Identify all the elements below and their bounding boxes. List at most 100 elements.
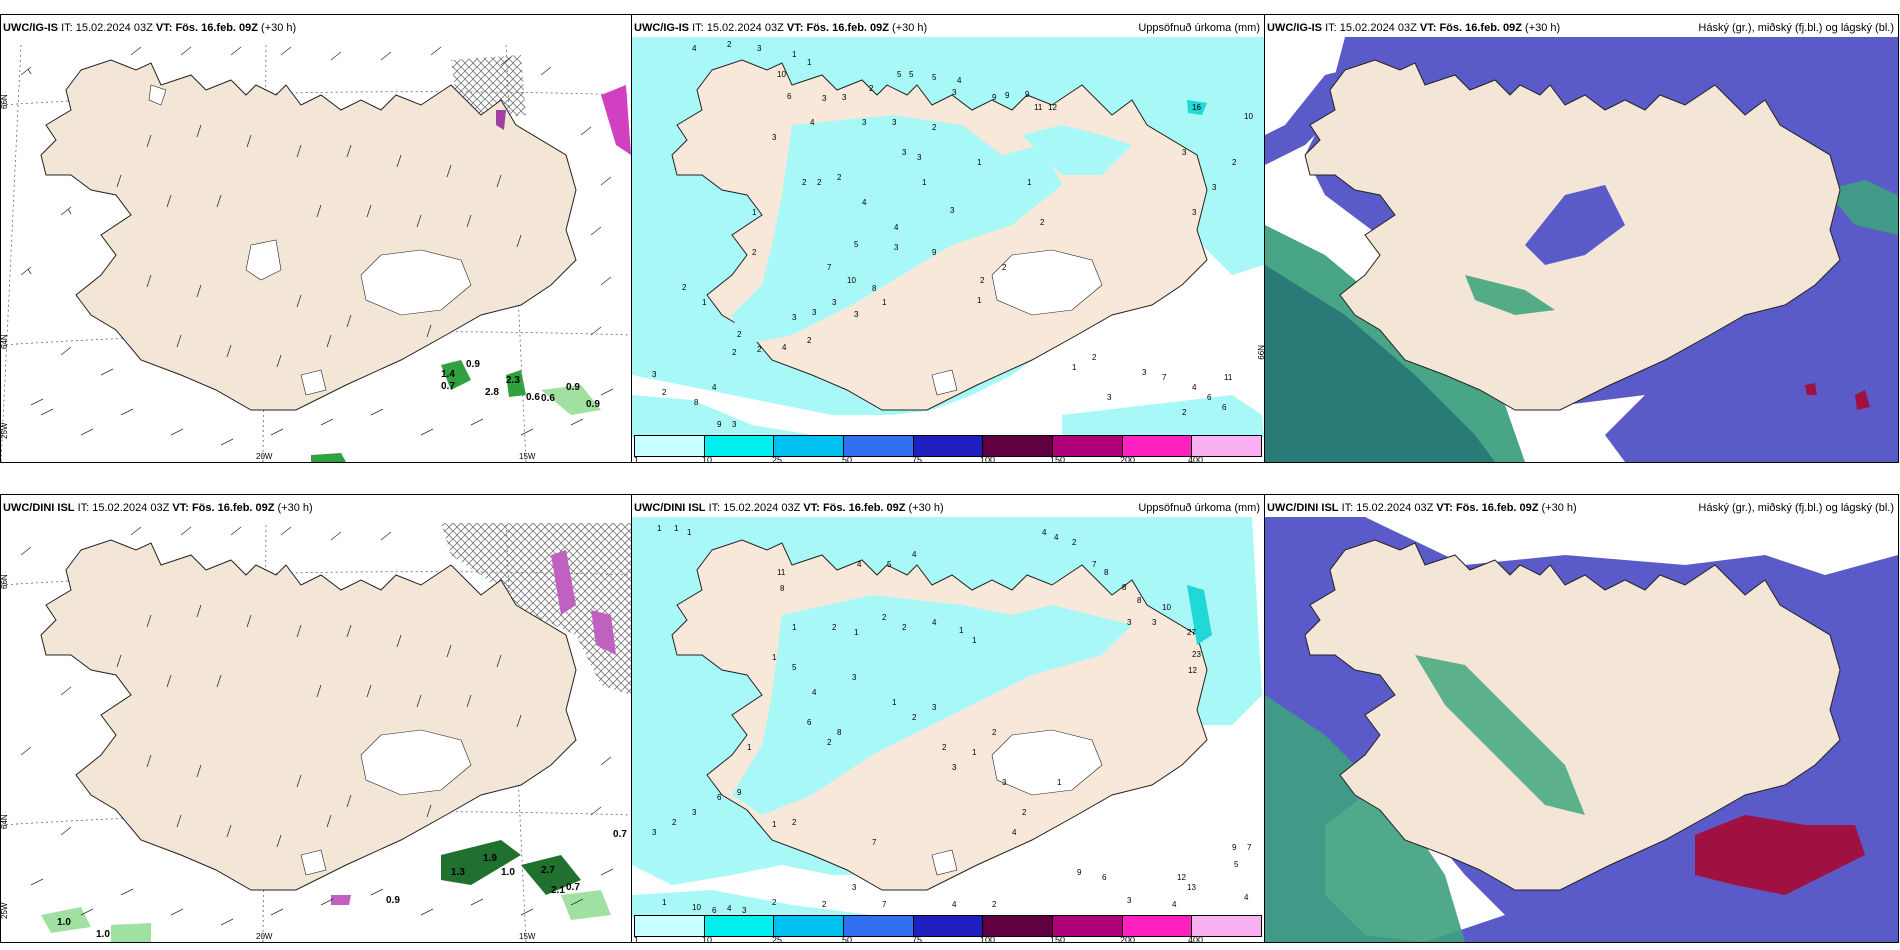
precip-value: 8 [1137, 596, 1142, 605]
it-value: 15.02.2024 03Z [75, 22, 153, 34]
colorbar-seg-8 [1122, 916, 1193, 936]
precip-value: 8 [780, 584, 785, 593]
precip-value: 3 [854, 310, 859, 319]
colorbar-seg-5 [913, 916, 984, 936]
precip-value: 1 [854, 628, 859, 637]
precip-value: 4 [1042, 528, 1047, 537]
panel-header: UWC/IG-IS IT: 15.02.2024 03Z VT: Fös. 16… [3, 21, 296, 35]
value-label: 0.9 [466, 359, 480, 370]
precip-value: 4 [727, 904, 732, 913]
colorbar-seg-6 [983, 436, 1054, 456]
it-value: 15.02.2024 03Z [723, 502, 801, 514]
colorbar-label: 50 [842, 935, 853, 943]
precip-value: 3 [1152, 618, 1157, 627]
precip-value: 6 [717, 793, 722, 802]
it-label: IT: [1325, 22, 1337, 34]
precip-value: 4 [1012, 828, 1017, 837]
model-name: UWC/IG-IS [1267, 22, 1322, 34]
precip-value: 2 [682, 283, 687, 292]
precip-value: 3 [862, 118, 867, 127]
vt-value: Fös. 16.feb. 09Z [175, 22, 258, 34]
precip-value: 2 [737, 330, 742, 339]
vt-label: VT: [155, 22, 173, 34]
model-name: UWC/IG-IS [634, 22, 689, 34]
precip-value: 27 [1187, 628, 1196, 637]
precip-value: 2 [1040, 218, 1045, 227]
cloud-map [1265, 517, 1898, 942]
panel-header: UWC/DINI ISL IT: 15.02.2024 03Z VT: Fös.… [634, 501, 944, 515]
precip-value: 1 [687, 528, 692, 537]
precip-value: 6 [1207, 393, 1212, 402]
colorbar-label: 75 [912, 455, 923, 463]
value-label: 1.0 [501, 867, 515, 878]
precip-value: 3 [852, 673, 857, 682]
precip-value: 7 [827, 263, 832, 272]
precip-value: 1 [1027, 178, 1032, 187]
colorbar-seg-8 [1122, 436, 1193, 456]
colorbar-label: 75 [912, 935, 923, 943]
precip-value: 4 [894, 223, 899, 232]
colorbar-seg-1 [635, 916, 705, 936]
precip-value: 1 [807, 58, 812, 67]
precip-value: 3 [732, 420, 737, 429]
colorbar-seg-4 [844, 916, 914, 936]
precip-value: 2 [827, 738, 832, 747]
precip-value: 3 [852, 883, 857, 892]
precip-value: 10 [692, 903, 701, 912]
precip-value: 3 [950, 206, 955, 215]
precip-value: 2 [869, 84, 874, 93]
value-label: 2.7 [541, 865, 555, 876]
panel-header: UWC/IG-IS IT: 15.02.2024 03Z VT: Fös. 16… [1267, 21, 1560, 35]
value-label: 1.0 [57, 917, 71, 928]
colorbar-label: 10 [702, 935, 713, 943]
precip-value: 1 [792, 623, 797, 632]
precip-colorbar [634, 915, 1262, 937]
precip-value: 5 [854, 240, 859, 249]
precip-value: 2 [980, 276, 985, 285]
precip-value: 1 [1057, 778, 1062, 787]
precip-value: 9 [992, 93, 997, 102]
precip-value: 3 [1107, 393, 1112, 402]
precip-value: 2 [817, 178, 822, 187]
precip-value: 3 [652, 828, 657, 837]
precip-value: 3 [1002, 778, 1007, 787]
colorbar-label: 1 [634, 455, 640, 463]
lead-time: (+30 h) [1525, 22, 1561, 34]
precip-value: 8 [872, 284, 877, 293]
colorbar-label: 200 [1120, 935, 1136, 943]
vt-value: Fös. 16.feb. 09Z [1455, 502, 1539, 514]
value-label: 2.1 [551, 885, 565, 896]
lat-label-66n: 66N [1, 94, 9, 109]
precip-value: 4 [1192, 383, 1197, 392]
iceland-landmass [40, 539, 577, 891]
iceland-landmass [40, 59, 577, 411]
lead-time: (+30 h) [1541, 502, 1577, 514]
precip-value: 2 [732, 348, 737, 357]
precip-value: 3 [832, 298, 837, 307]
value-label: 0.7 [566, 882, 580, 893]
precip-value: 3 [917, 153, 922, 162]
precip-value: 12 [1048, 103, 1057, 112]
lead-time: (+30 h) [892, 22, 928, 34]
lead-time: (+30 h) [261, 22, 297, 34]
precip-value: 3 [1142, 368, 1147, 377]
precip-value: 1 [892, 698, 897, 707]
precip-value: 4 [692, 44, 697, 53]
precip-value: 8 [1104, 568, 1109, 577]
precip-value: 3 [952, 88, 957, 97]
precip-value: 9 [1025, 90, 1030, 99]
lat-label-66n: 66N [1, 574, 9, 589]
panel-wind-dini: UWC/DINI ISL IT: 15.02.2024 03Z VT: Fös.… [0, 494, 632, 943]
precip-value: 11 [1034, 103, 1043, 112]
precip-value: 9 [932, 248, 937, 257]
colorbar-seg-6 [983, 916, 1054, 936]
precip-value: 5 [792, 663, 797, 672]
it-value: 15.02.2024 03Z [706, 22, 784, 34]
precip-value: 2 [807, 336, 812, 345]
precip-value: 1 [959, 626, 964, 635]
field-title: Háský (gr.), miðský (fj.bl.) og lágský (… [1698, 502, 1894, 514]
precip-value: 9 [1005, 91, 1010, 100]
it-label: IT: [61, 22, 73, 34]
precip-value: 8 [837, 728, 842, 737]
colorbar-seg-9 [1192, 436, 1262, 456]
